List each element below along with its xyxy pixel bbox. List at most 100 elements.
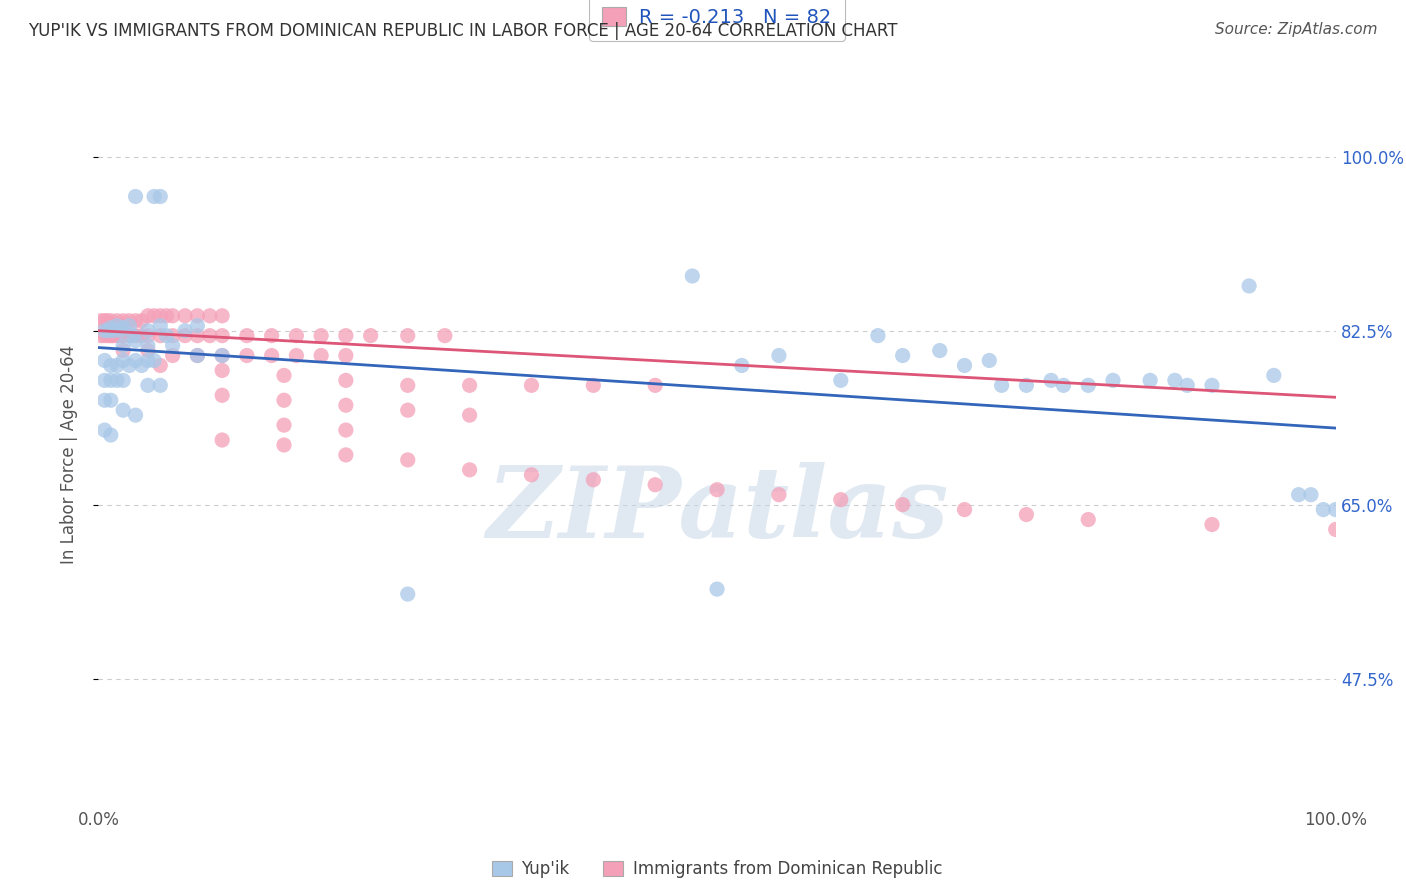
Point — [211, 328, 233, 343]
Point — [105, 373, 128, 387]
Point — [1077, 378, 1099, 392]
Point — [211, 349, 233, 363]
Point — [131, 314, 153, 328]
Point — [1175, 378, 1198, 392]
Point — [155, 309, 177, 323]
Point — [110, 328, 132, 343]
Point — [93, 393, 115, 408]
Point — [1263, 368, 1285, 383]
Text: YUP'IK VS IMMIGRANTS FROM DOMINICAN REPUBLIC IN LABOR FORCE | AGE 20-64 CORRELAT: YUP'IK VS IMMIGRANTS FROM DOMINICAN REPU… — [28, 22, 897, 40]
Point — [118, 359, 141, 373]
Point — [1015, 508, 1038, 522]
Point — [112, 314, 135, 328]
Point — [118, 328, 141, 343]
Point — [953, 502, 976, 516]
Point — [198, 328, 221, 343]
Point — [96, 314, 118, 328]
Point — [1324, 523, 1347, 537]
Point — [236, 328, 259, 343]
Point — [97, 328, 120, 343]
Point — [149, 359, 172, 373]
Point — [335, 328, 357, 343]
Point — [105, 314, 128, 328]
Point — [136, 324, 159, 338]
Point — [100, 359, 122, 373]
Point — [706, 582, 728, 596]
Point — [103, 328, 125, 343]
Point — [285, 328, 308, 343]
Point — [186, 349, 208, 363]
Point — [100, 328, 122, 343]
Point — [136, 338, 159, 352]
Point — [112, 353, 135, 368]
Point — [335, 349, 357, 363]
Point — [211, 433, 233, 447]
Point — [136, 343, 159, 358]
Point — [143, 353, 166, 368]
Point — [105, 359, 128, 373]
Point — [149, 328, 172, 343]
Point — [273, 418, 295, 433]
Point — [830, 373, 852, 387]
Point — [335, 398, 357, 412]
Point — [396, 328, 419, 343]
Point — [273, 438, 295, 452]
Point — [90, 328, 112, 343]
Point — [100, 428, 122, 442]
Point — [162, 309, 184, 323]
Point — [124, 408, 146, 422]
Point — [335, 373, 357, 387]
Point — [458, 408, 481, 422]
Point — [260, 349, 283, 363]
Point — [309, 349, 332, 363]
Text: ZIPatlas: ZIPatlas — [486, 462, 948, 558]
Point — [105, 318, 128, 333]
Point — [681, 268, 703, 283]
Point — [1139, 373, 1161, 387]
Point — [118, 318, 141, 333]
Point — [396, 403, 419, 417]
Point — [273, 368, 295, 383]
Point — [211, 388, 233, 402]
Point — [953, 359, 976, 373]
Point — [93, 314, 115, 328]
Point — [118, 314, 141, 328]
Point — [93, 353, 115, 368]
Point — [103, 324, 125, 338]
Point — [155, 328, 177, 343]
Point — [979, 353, 1001, 368]
Point — [90, 314, 112, 328]
Point — [990, 378, 1012, 392]
Point — [93, 328, 115, 343]
Point — [112, 343, 135, 358]
Point — [105, 328, 128, 343]
Point — [644, 477, 666, 491]
Point — [162, 349, 184, 363]
Point — [124, 314, 146, 328]
Point — [433, 328, 456, 343]
Point — [830, 492, 852, 507]
Point — [149, 309, 172, 323]
Point — [1164, 373, 1187, 387]
Point — [162, 338, 184, 352]
Point — [396, 587, 419, 601]
Point — [124, 334, 146, 348]
Point — [143, 309, 166, 323]
Point — [100, 320, 122, 334]
Point — [211, 349, 233, 363]
Point — [93, 423, 115, 437]
Point — [309, 328, 332, 343]
Point — [768, 349, 790, 363]
Point — [1052, 378, 1074, 392]
Point — [1040, 373, 1063, 387]
Point — [112, 328, 135, 343]
Point — [162, 328, 184, 343]
Y-axis label: In Labor Force | Age 20-64: In Labor Force | Age 20-64 — [59, 345, 77, 565]
Point — [112, 338, 135, 352]
Legend: Yup'ik, Immigrants from Dominican Republic: Yup'ik, Immigrants from Dominican Republ… — [485, 854, 949, 885]
Point — [124, 353, 146, 368]
Point — [928, 343, 950, 358]
Point — [458, 378, 481, 392]
Point — [731, 359, 754, 373]
Point — [97, 324, 120, 338]
